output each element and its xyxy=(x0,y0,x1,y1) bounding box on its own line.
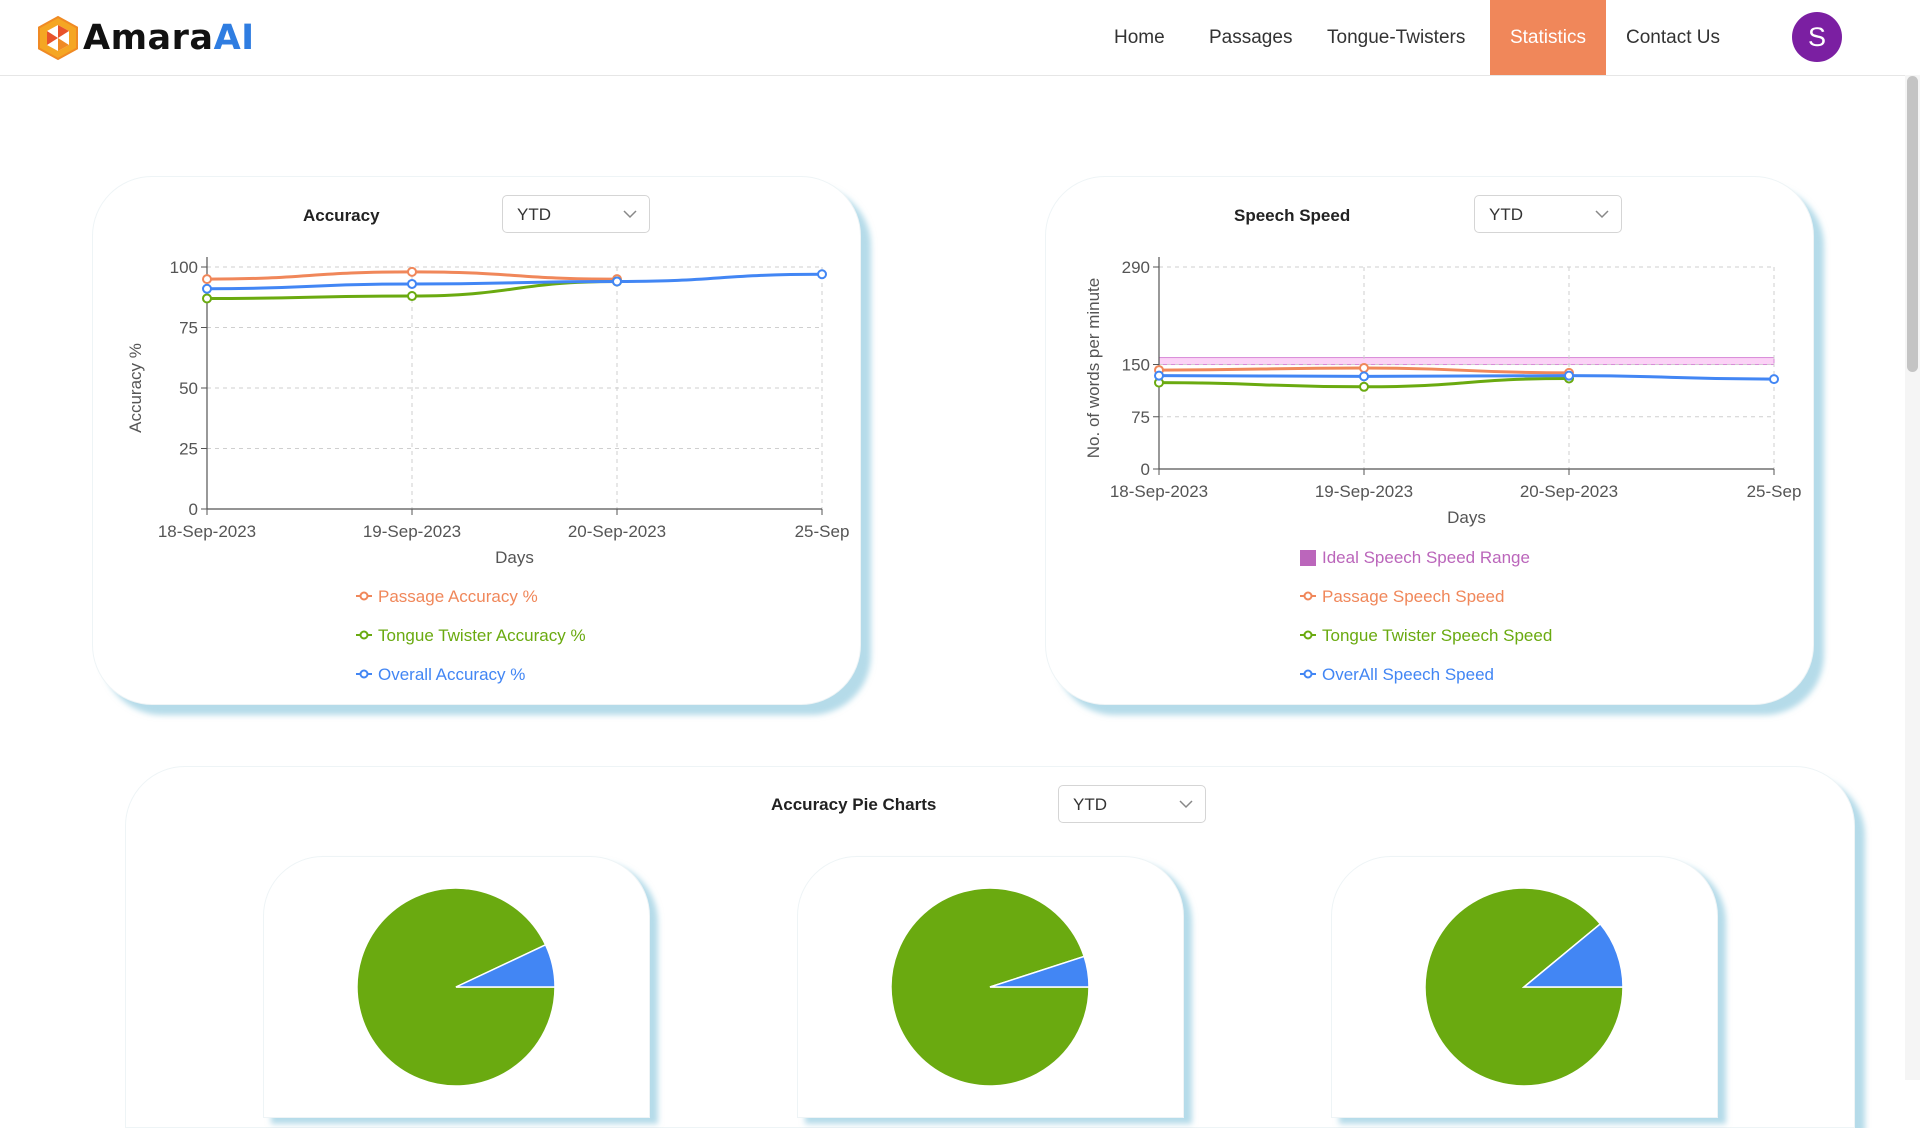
speech-speed-title: Speech Speed xyxy=(1234,206,1351,225)
logo-text: AmaraAI xyxy=(83,18,255,58)
data-point xyxy=(1359,363,1369,373)
pie-card-passage xyxy=(263,856,650,1118)
user-avatar[interactable]: S xyxy=(1792,12,1842,62)
x-tick-label: 18-Sep-2023 xyxy=(158,522,256,541)
x-tick-label: 19-Sep-2023 xyxy=(1315,482,1413,501)
speech-speed-range-value: YTD xyxy=(1489,205,1523,224)
pie-card-tongue-twister xyxy=(797,856,1184,1118)
legend-label: OverAll Speech Speed xyxy=(1322,665,1494,684)
x-tick-label: 20-Sep-2023 xyxy=(568,522,666,541)
legend-marker xyxy=(1303,630,1313,640)
y-tick-label: 50 xyxy=(179,379,198,398)
data-point xyxy=(1359,371,1369,382)
nav-passages[interactable]: Passages xyxy=(1209,26,1293,48)
scrollbar-thumb[interactable] xyxy=(1907,76,1918,372)
x-tick-label: 25-Sep xyxy=(1747,482,1802,501)
y-tick-label: 75 xyxy=(1131,408,1150,427)
data-point xyxy=(612,276,622,287)
x-axis-title: Days xyxy=(1447,508,1486,527)
data-point xyxy=(1769,374,1779,385)
x-tick-label: 25-Sep xyxy=(795,522,850,541)
y-tick-label: 75 xyxy=(179,319,198,338)
chevron-down-icon xyxy=(623,210,637,219)
speech-speed-line-chart: 0 75 150 290 18-Sep-2023 19-Sep-2023 20-Sep-20… xyxy=(1084,257,1802,684)
nav-statistics[interactable]: Statistics xyxy=(1490,0,1606,75)
pie-range-value: YTD xyxy=(1073,795,1107,814)
x-tick-label: 20-Sep-2023 xyxy=(1520,482,1618,501)
pie-chart xyxy=(1424,887,1624,1087)
data-point xyxy=(202,274,212,285)
y-tick-label: 100 xyxy=(170,258,198,277)
y-tick-label: 0 xyxy=(189,500,198,519)
chevron-down-icon xyxy=(1179,800,1193,809)
accuracy-range-select[interactable]: YTD xyxy=(502,195,650,233)
pie-section-title: Accuracy Pie Charts xyxy=(771,795,937,814)
ideal-speed-range-band xyxy=(1158,357,1775,366)
nav-tongue-twisters[interactable]: Tongue-Twisters xyxy=(1327,26,1466,48)
pie-slice-incorrect xyxy=(989,955,1090,988)
legend-marker xyxy=(1303,591,1313,601)
data-point xyxy=(202,283,212,294)
y-tick-label: 25 xyxy=(179,440,198,459)
legend-marker xyxy=(1303,669,1313,679)
accuracy-title: Accuracy xyxy=(303,206,380,225)
legend-label: Passage Accuracy % xyxy=(378,587,538,606)
speech-speed-card: Speech Speed YTD 0 75 150 290 18-Sep-2023 19-… xyxy=(1045,176,1814,705)
data-point xyxy=(407,278,417,289)
data-point xyxy=(407,266,417,277)
data-point xyxy=(407,291,417,302)
pie-slice-incorrect xyxy=(455,943,556,988)
data-point xyxy=(1154,370,1164,381)
legend-label: Passage Speech Speed xyxy=(1322,587,1504,606)
chevron-down-icon xyxy=(1595,210,1609,219)
legend-label: Overall Accuracy % xyxy=(378,665,525,684)
legend-swatch-ideal xyxy=(1300,550,1316,566)
nav-contact-us[interactable]: Contact Us xyxy=(1626,26,1720,48)
accuracy-pie-section: Accuracy Pie Charts YTD xyxy=(125,766,1855,1128)
y-tick-label: 0 xyxy=(1141,460,1150,479)
app-logo[interactable]: AmaraAI xyxy=(35,14,255,62)
y-tick-label: 290 xyxy=(1122,258,1150,277)
legend-label: Tongue Twister Accuracy % xyxy=(378,626,586,645)
legend-marker xyxy=(359,630,369,640)
speech-speed-range-select[interactable]: YTD xyxy=(1474,195,1622,233)
pie-chart xyxy=(356,887,556,1087)
legend-marker xyxy=(359,669,369,679)
data-point xyxy=(1359,381,1369,392)
y-tick-label: 150 xyxy=(1122,356,1150,375)
accuracy-card: Accuracy YTD 0 25 50 75 100 18-Sep-2023 19-Sep… xyxy=(92,176,861,705)
legend-label: Tongue Twister Speech Speed xyxy=(1322,626,1552,645)
nav-home[interactable]: Home xyxy=(1114,26,1165,48)
x-tick-label: 18-Sep-2023 xyxy=(1110,482,1208,501)
pie-card-overall xyxy=(1331,856,1718,1118)
accuracy-range-value: YTD xyxy=(517,205,551,224)
y-axis-title: No. of words per minute xyxy=(1084,278,1103,458)
top-navbar: AmaraAI Home Passages Tongue-Twisters St… xyxy=(0,0,1920,76)
accuracy-line-chart: 0 25 50 75 100 18-Sep-2023 19-Sep-2023 20-Sep-2… xyxy=(126,257,850,684)
data-point xyxy=(817,269,827,280)
legend-marker xyxy=(359,591,369,601)
y-axis-title: Accuracy % xyxy=(126,343,145,433)
x-tick-label: 19-Sep-2023 xyxy=(363,522,461,541)
logo-hexagon-icon xyxy=(38,15,78,61)
pie-range-select[interactable]: YTD xyxy=(1058,785,1206,823)
data-point xyxy=(1564,370,1574,381)
series-line xyxy=(206,272,823,291)
pie-slice-incorrect xyxy=(1521,922,1624,988)
series-line xyxy=(1158,374,1775,381)
legend-label: Ideal Speech Speed Range xyxy=(1322,548,1530,567)
pie-chart xyxy=(890,887,1090,1087)
data-point xyxy=(202,293,212,304)
x-axis-title: Days xyxy=(495,548,534,567)
